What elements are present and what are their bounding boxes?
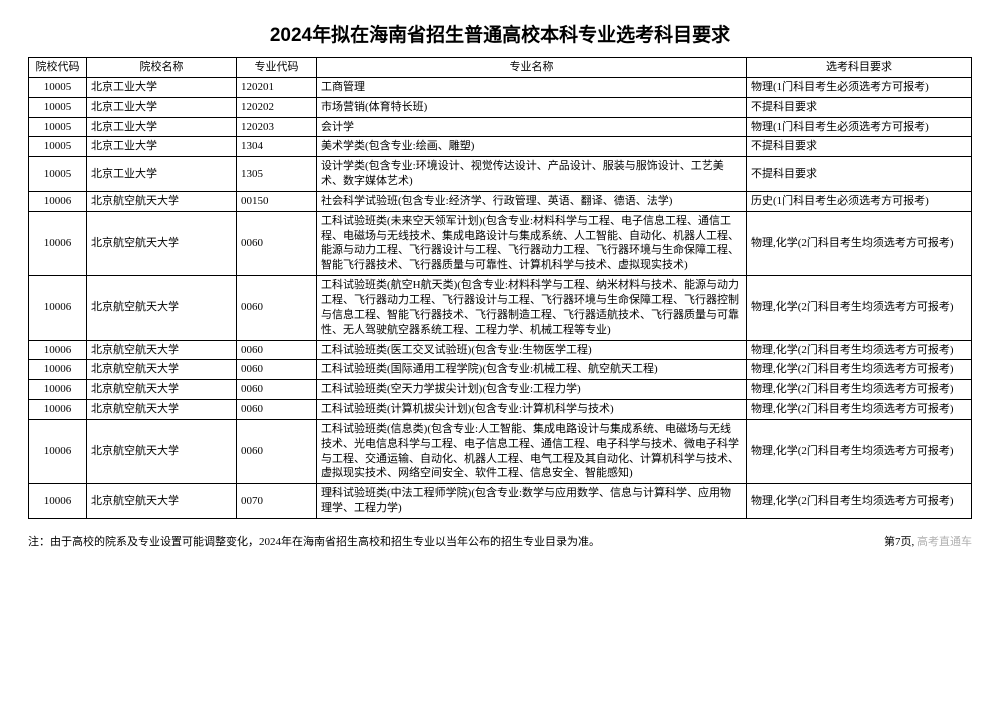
table-cell: 10005 xyxy=(29,137,87,157)
table-cell: 工科试验班类(空天力学拔尖计划)(包含专业:工程力学) xyxy=(317,380,747,400)
table-cell: 工科试验班类(信息类)(包含专业:人工智能、集成电路设计与集成系统、电磁场与无线… xyxy=(317,419,747,483)
table-cell: 不提科目要求 xyxy=(747,137,972,157)
table-row: 10006北京航空航天大学00150社会科学试验班(包含专业:经济学、行政管理、… xyxy=(29,191,972,211)
table-cell: 10006 xyxy=(29,380,87,400)
table-cell: 0070 xyxy=(237,484,317,519)
table-row: 10005北京工业大学120203会计学物理(1门科目考生必须选考方可报考) xyxy=(29,117,972,137)
table-cell: 1305 xyxy=(237,157,317,192)
table-cell: 美术学类(包含专业:绘画、雕塑) xyxy=(317,137,747,157)
table-cell: 物理,化学(2门科目考生均须选考方可报考) xyxy=(747,360,972,380)
table-cell: 工科试验班类(计算机拔尖计划)(包含专业:计算机科学与技术) xyxy=(317,400,747,420)
table-cell: 物理,化学(2门科目考生均须选考方可报考) xyxy=(747,380,972,400)
table-row: 10005北京工业大学1305设计学类(包含专业:环境设计、视觉传达设计、产品设… xyxy=(29,157,972,192)
table-row: 10006北京航空航天大学0060工科试验班类(国际通用工程学院)(包含专业:机… xyxy=(29,360,972,380)
watermark: 高考直通车 xyxy=(917,536,972,548)
table-row: 10006北京航空航天大学0060工科试验班类(空天力学拔尖计划)(包含专业:工… xyxy=(29,380,972,400)
table-cell: 工商管理 xyxy=(317,77,747,97)
col-header-code: 院校代码 xyxy=(29,58,87,78)
table-cell: 120201 xyxy=(237,77,317,97)
table-cell: 10005 xyxy=(29,77,87,97)
table-row: 10006北京航空航天大学0060工科试验班类(医工交叉试验班)(包含专业:生物… xyxy=(29,340,972,360)
table-row: 10005北京工业大学1304美术学类(包含专业:绘画、雕塑)不提科目要求 xyxy=(29,137,972,157)
table-cell: 0060 xyxy=(237,211,317,275)
table-cell: 北京航空航天大学 xyxy=(87,191,237,211)
table-cell: 北京工业大学 xyxy=(87,157,237,192)
col-header-name: 专业名称 xyxy=(317,58,747,78)
table-cell: 10005 xyxy=(29,157,87,192)
col-header-major: 专业代码 xyxy=(237,58,317,78)
table-row: 10005北京工业大学120202市场营销(体育特长班)不提科目要求 xyxy=(29,97,972,117)
table-cell: 理科试验班类(中法工程师学院)(包含专业:数学与应用数学、信息与计算科学、应用物… xyxy=(317,484,747,519)
table-cell: 北京工业大学 xyxy=(87,77,237,97)
table-cell: 10005 xyxy=(29,97,87,117)
table-cell: 10005 xyxy=(29,117,87,137)
table-row: 10006北京航空航天大学0060工科试验班类(未来空天领军计划)(包含专业:材… xyxy=(29,211,972,275)
table-cell: 10006 xyxy=(29,340,87,360)
table-cell: 会计学 xyxy=(317,117,747,137)
table-cell: 北京航空航天大学 xyxy=(87,211,237,275)
table-cell: 10006 xyxy=(29,400,87,420)
table-cell: 北京航空航天大学 xyxy=(87,340,237,360)
table-cell: 120202 xyxy=(237,97,317,117)
table-cell: 北京航空航天大学 xyxy=(87,419,237,483)
col-header-req: 选考科目要求 xyxy=(747,58,972,78)
table-cell: 工科试验班类(医工交叉试验班)(包含专业:生物医学工程) xyxy=(317,340,747,360)
table-cell: 物理,化学(2门科目考生均须选考方可报考) xyxy=(747,211,972,275)
table-row: 10006北京航空航天大学0060工科试验班类(计算机拔尖计划)(包含专业:计算… xyxy=(29,400,972,420)
table-cell: 0060 xyxy=(237,419,317,483)
table-cell: 工科试验班类(国际通用工程学院)(包含专业:机械工程、航空航天工程) xyxy=(317,360,747,380)
footnote: 注：由于高校的院系及专业设置可能调整变化，2024年在海南省招生高校和招生专业以… xyxy=(28,533,972,549)
table-cell: 北京航空航天大学 xyxy=(87,380,237,400)
table-cell: 0060 xyxy=(237,400,317,420)
table-cell: 物理(1门科目考生必须选考方可报考) xyxy=(747,77,972,97)
table-cell: 物理,化学(2门科目考生均须选考方可报考) xyxy=(747,484,972,519)
page-number: 第7页, xyxy=(884,536,914,548)
table-cell: 物理,化学(2门科目考生均须选考方可报考) xyxy=(747,400,972,420)
table-cell: 0060 xyxy=(237,276,317,340)
table-cell: 10006 xyxy=(29,211,87,275)
table-cell: 北京工业大学 xyxy=(87,97,237,117)
table-row: 10005北京工业大学120201工商管理物理(1门科目考生必须选考方可报考) xyxy=(29,77,972,97)
table-cell: 物理,化学(2门科目考生均须选考方可报考) xyxy=(747,276,972,340)
table-header-row: 院校代码 院校名称 专业代码 专业名称 选考科目要求 xyxy=(29,58,972,78)
table-cell: 不提科目要求 xyxy=(747,97,972,117)
table-cell: 0060 xyxy=(237,360,317,380)
table-cell: 物理,化学(2门科目考生均须选考方可报考) xyxy=(747,419,972,483)
table-cell: 社会科学试验班(包含专业:经济学、行政管理、英语、翻译、德语、法学) xyxy=(317,191,747,211)
table-cell: 10006 xyxy=(29,360,87,380)
table-cell: 10006 xyxy=(29,191,87,211)
table-cell: 北京航空航天大学 xyxy=(87,484,237,519)
table-cell: 10006 xyxy=(29,276,87,340)
table-cell: 10006 xyxy=(29,484,87,519)
table-cell: 0060 xyxy=(237,340,317,360)
table-cell: 物理(1门科目考生必须选考方可报考) xyxy=(747,117,972,137)
table-cell: 1304 xyxy=(237,137,317,157)
table-cell: 北京航空航天大学 xyxy=(87,360,237,380)
footnote-right: 第7页, 高考直通车 xyxy=(884,533,972,549)
table-cell: 北京工业大学 xyxy=(87,117,237,137)
table-row: 10006北京航空航天大学0060工科试验班类(航空H航天类)(包含专业:材料科… xyxy=(29,276,972,340)
footnote-text: 注：由于高校的院系及专业设置可能调整变化，2024年在海南省招生高校和招生专业以… xyxy=(28,533,600,549)
requirements-table: 院校代码 院校名称 专业代码 专业名称 选考科目要求 10005北京工业大学12… xyxy=(28,57,972,519)
table-cell: 市场营销(体育特长班) xyxy=(317,97,747,117)
page-title: 2024年拟在海南省招生普通高校本科专业选考科目要求 xyxy=(28,20,972,47)
table-cell: 历史(1门科目考生必须选考方可报考) xyxy=(747,191,972,211)
table-cell: 120203 xyxy=(237,117,317,137)
table-cell: 北京工业大学 xyxy=(87,137,237,157)
table-cell: 工科试验班类(航空H航天类)(包含专业:材料科学与工程、纳米材料与技术、能源与动… xyxy=(317,276,747,340)
table-cell: 不提科目要求 xyxy=(747,157,972,192)
table-cell: 0060 xyxy=(237,380,317,400)
table-cell: 工科试验班类(未来空天领军计划)(包含专业:材料科学与工程、电子信息工程、通信工… xyxy=(317,211,747,275)
table-cell: 北京航空航天大学 xyxy=(87,400,237,420)
table-cell: 北京航空航天大学 xyxy=(87,276,237,340)
table-row: 10006北京航空航天大学0070理科试验班类(中法工程师学院)(包含专业:数学… xyxy=(29,484,972,519)
col-header-school: 院校名称 xyxy=(87,58,237,78)
table-cell: 设计学类(包含专业:环境设计、视觉传达设计、产品设计、服装与服饰设计、工艺美术、… xyxy=(317,157,747,192)
table-cell: 00150 xyxy=(237,191,317,211)
table-row: 10006北京航空航天大学0060工科试验班类(信息类)(包含专业:人工智能、集… xyxy=(29,419,972,483)
table-cell: 物理,化学(2门科目考生均须选考方可报考) xyxy=(747,340,972,360)
table-cell: 10006 xyxy=(29,419,87,483)
